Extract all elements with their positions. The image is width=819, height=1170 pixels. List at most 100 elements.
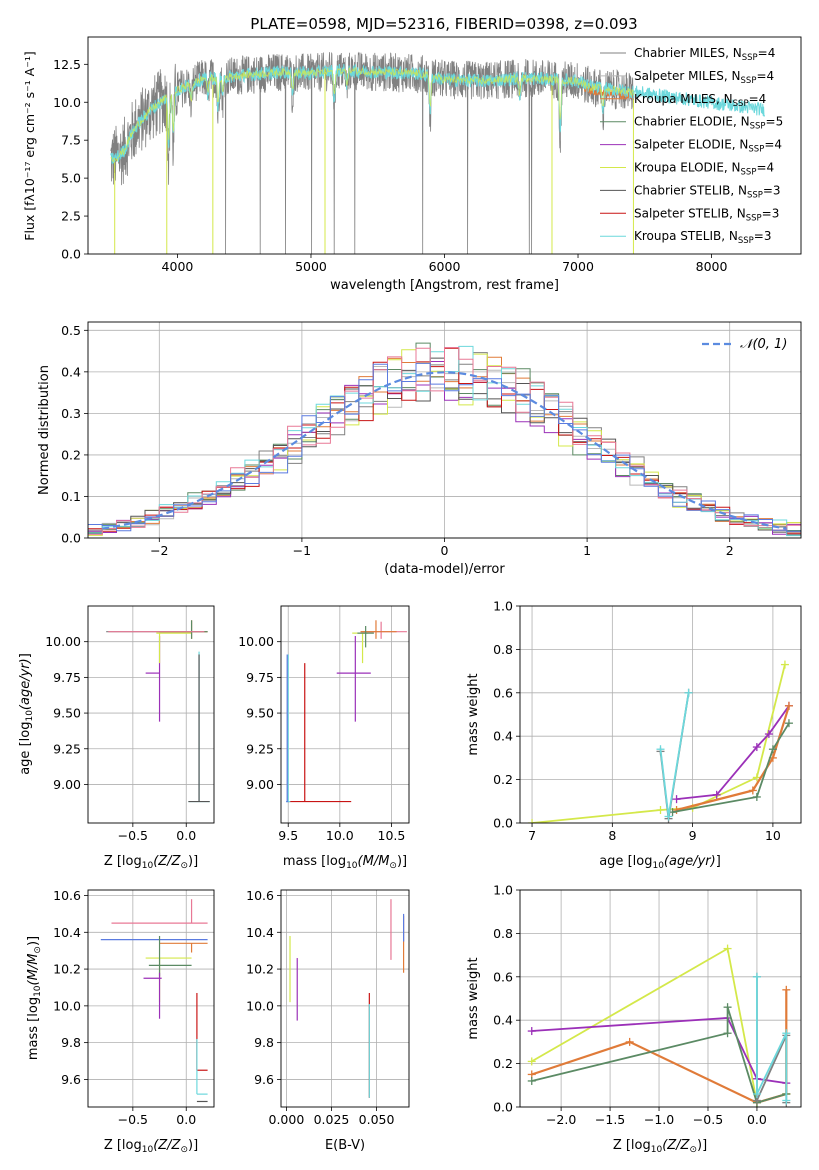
weight-vs-age-panel: 7 8 9 10 0.0 0.2 0.4 0.6 0.8 1.0 mass weight age [l… <box>466 599 802 871</box>
mass-vs-metallicity-panel: −0.5 0.09.69.810.010.210.410.6Z [log10(Z/… <box>26 888 215 1155</box>
y-tick-label: 10.4 <box>53 925 81 940</box>
weight-series-kroupa_miles <box>676 705 791 812</box>
y-tick-label: 0.2 <box>493 1056 513 1071</box>
legend-subscript: SSP <box>741 168 757 178</box>
axis-label-part: )] <box>397 854 407 869</box>
legend-label: 𝒩(0, 1) <box>740 337 787 352</box>
x-axis-label: Z [log10(Z/Z⊙)] <box>613 1138 707 1155</box>
y-tick-label: 5.0 <box>61 171 81 186</box>
y-axis-label: Flux [fλ10⁻¹⁷ erg cm⁻² s⁻¹ A⁻¹] <box>22 51 37 240</box>
y-tick-label: 9.8 <box>61 1035 81 1050</box>
grid <box>88 890 214 1107</box>
x-tick-label: −0.5 <box>118 828 148 843</box>
axis-label-part: ⊙ <box>389 861 397 871</box>
y-axis-label: Normed distribution <box>37 365 52 495</box>
ticks: 9.5 10.0 10.5 9.00 9.25 9.50 9.75 10.00 <box>238 634 405 843</box>
ticks: 4000 5000 6000 7000 8000 0.0 2.5 5.0 7.5 10.0 12.5 <box>53 57 727 274</box>
axis-label-part: (Z/Z <box>153 1138 181 1153</box>
x-tick-label: 0.050 <box>359 1112 395 1127</box>
legend-subscript: SSP <box>750 122 766 132</box>
axis-label-part: mass [log <box>26 997 41 1060</box>
y-tick-label: 0.0 <box>493 816 513 831</box>
x-tick-label: −2 <box>150 543 168 558</box>
axis-label-part: ⊙ <box>689 1145 697 1155</box>
axis-label-part: (Z/Z <box>662 1138 690 1153</box>
y-tick-label: 10.00 <box>238 634 274 649</box>
ticks: −0.5 0.0 9.6 9.8 10.0 10.2 10.4 10.6 <box>53 888 196 1127</box>
y-tick-label: 9.00 <box>53 777 81 792</box>
y-tick-label: 9.75 <box>53 670 81 685</box>
y-tick-label: 0.6 <box>493 685 513 700</box>
axis-label-part: 10 <box>25 710 35 722</box>
x-tick-label: 0.025 <box>314 1112 350 1127</box>
x-tick-label: 10.5 <box>378 828 406 843</box>
axis-label-part: Z [log <box>613 1138 651 1153</box>
y-tick-label: 9.25 <box>53 741 81 756</box>
legend-count: =4 <box>756 161 774 175</box>
y-tick-label: 0.8 <box>493 926 513 941</box>
legend-label: Salpeter ELODIE, NSSP=4 <box>634 138 782 155</box>
y-tick-label: 1.0 <box>493 599 513 614</box>
y-axis-label: mass weight <box>466 957 481 1039</box>
x-tick-label: 0.0 <box>176 828 196 843</box>
residuals-panel: −2 −1 0 1 2 0.0 0.1 0.2 0.3 0.4 0.5 𝒩(0, 1) (data-mo… <box>37 321 802 577</box>
y-tick-label: 0.2 <box>493 772 513 787</box>
y-axis-label: age [log10(age/yr)] <box>18 653 35 775</box>
x-tick-label: −1.0 <box>644 1112 674 1127</box>
x-tick-label: −0.5 <box>693 1112 723 1127</box>
x-tick-label: 5000 <box>295 259 327 274</box>
axis-label-part: )] <box>188 854 198 869</box>
axis-label-part: )] <box>26 936 41 946</box>
x-axis-label: Z [log10(Z/Z⊙)] <box>104 854 198 871</box>
x-tick-label: 7 <box>528 828 536 843</box>
x-tick-label: 9.5 <box>278 828 298 843</box>
y-tick-label: 9.75 <box>246 670 274 685</box>
y-tick-label: 10.2 <box>246 962 274 977</box>
axis-label-part: (M/M <box>26 954 41 986</box>
y-tick-label: 9.25 <box>246 741 274 756</box>
legend-count: =3 <box>762 206 780 220</box>
y-tick-label: 10.00 <box>45 634 81 649</box>
axis-label-part: (Z/Z <box>153 854 181 869</box>
legend-label: Chabrier STELIB, NSSP=3 <box>634 183 781 200</box>
plot-area <box>106 620 210 803</box>
figure-title: PLATE=0598, MJD=52316, FIBERID=0398, z=0… <box>250 15 637 33</box>
y-tick-label: 9.00 <box>246 777 274 792</box>
y-tick-label: 1.0 <box>493 883 513 898</box>
axis-label-part: (age/yr) <box>664 854 716 869</box>
gaussian-reference-curve <box>102 371 787 530</box>
y-axis-label: mass weight <box>466 673 481 755</box>
x-axis-label: age [log10(age/yr)] <box>599 854 721 871</box>
legend-label: Chabrier MILES, NSSP=4 <box>634 46 775 63</box>
axis-label-part: (M/M <box>358 854 390 869</box>
x-tick-label: 0 <box>441 543 449 558</box>
model-spectrum-kroupa-elodie <box>110 66 635 163</box>
y-axis-label: mass [log10(M/M⊙)] <box>26 936 43 1060</box>
axis-label-part: age [log <box>599 854 652 869</box>
legend-subscript: SSP <box>748 145 764 155</box>
legend-count: =4 <box>758 46 776 60</box>
x-axis-label: wavelength [Angstrom, rest frame] <box>330 278 559 293</box>
legend-count: =3 <box>754 229 772 243</box>
y-tick-label: 9.8 <box>254 1035 274 1050</box>
y-tick-label: 0.2 <box>61 447 81 462</box>
axis-label-part: 10 <box>142 861 154 871</box>
axis-label-part: 10 <box>346 861 358 871</box>
grid <box>88 606 214 823</box>
x-axis-label: (data-model)/error <box>384 562 505 577</box>
axis-label-part: )] <box>697 1138 707 1153</box>
axis-label-part: age [log <box>18 722 33 775</box>
age-vs-mass-panel: 9.5 10.0 10.5 9.00 9.25 9.50 9.75 10.00 mass [lo… <box>238 605 410 871</box>
ticks: −0.5 0.0 9.00 9.25 9.50 9.75 10.00 <box>45 634 196 843</box>
weight-series-kroupa_stelib <box>756 976 788 1101</box>
plot-area <box>289 899 405 1098</box>
axis-label-part: ⊙ <box>33 946 43 954</box>
legend-count: =3 <box>763 183 781 197</box>
y-tick-label: 0.0 <box>61 247 81 262</box>
weight-series-salpeter_elodie <box>531 1017 787 1084</box>
x-tick-label: 0.000 <box>269 1112 305 1127</box>
legend-count: =4 <box>764 138 782 152</box>
y-tick-label: 0.3 <box>61 406 81 421</box>
x-tick-label: 2 <box>726 543 734 558</box>
